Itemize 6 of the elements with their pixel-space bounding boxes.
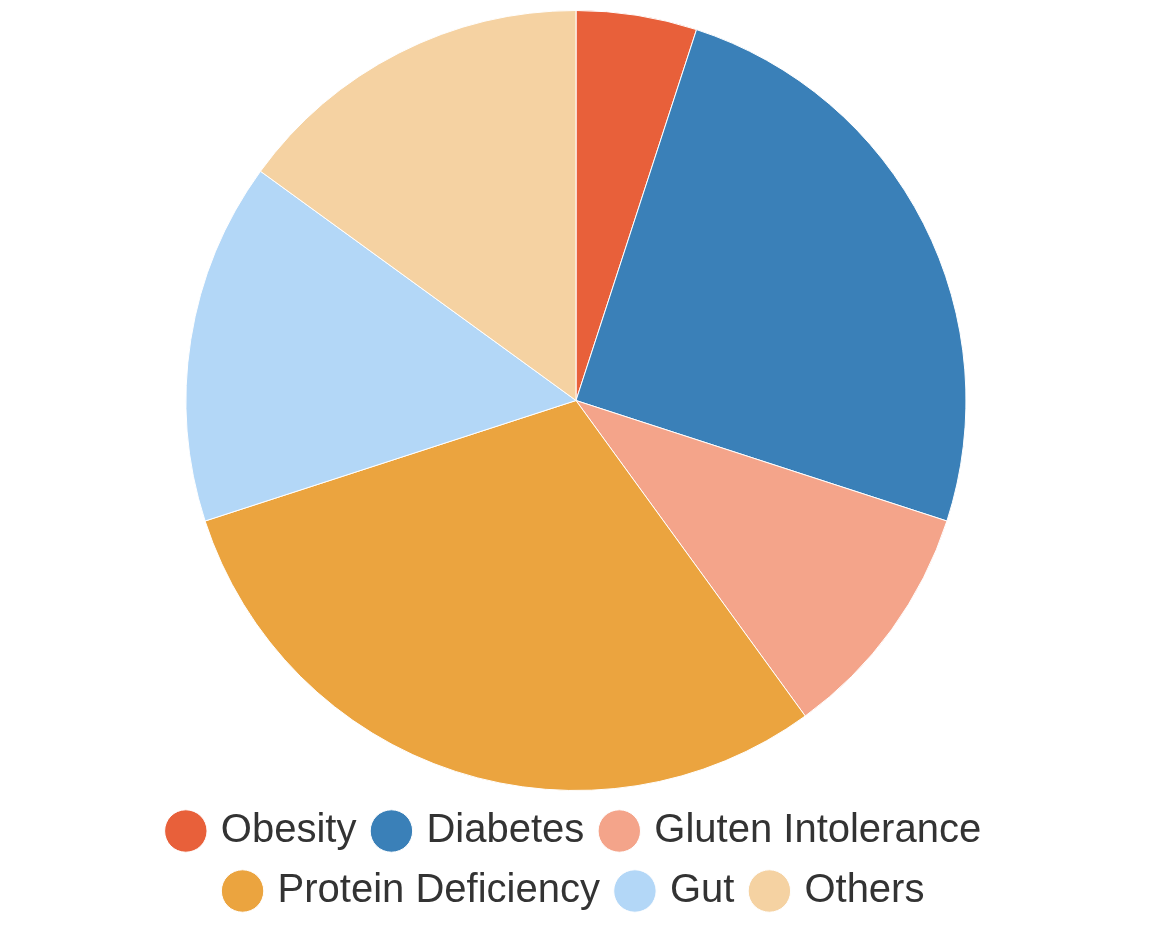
legend-label: Others — [804, 866, 925, 911]
legend-label: Gut — [669, 866, 735, 911]
legend-label: Gluten Intolerance — [654, 806, 982, 851]
legend-label: Obesity — [220, 806, 357, 851]
legend-label: Protein Deficiency — [277, 866, 600, 911]
legend-label: Diabetes — [426, 806, 585, 851]
